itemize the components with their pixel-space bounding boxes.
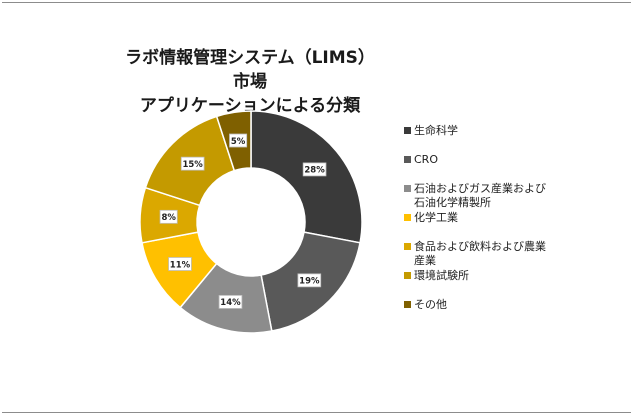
data-label-6: 15% (180, 156, 205, 171)
svg-text:28%: 28% (304, 166, 325, 176)
svg-text:5%: 5% (231, 137, 246, 147)
svg-text:19%: 19% (299, 277, 320, 287)
donut-slice-1 (250, 110, 363, 244)
data-label-1: 28% (302, 162, 327, 177)
svg-text:14%: 14% (220, 298, 241, 308)
data-label-4: 11% (168, 257, 192, 271)
chart-frame (2, 2, 631, 413)
data-label-5: 8% (159, 209, 178, 224)
chart-title: ラボ情報管理システム（LIMS）市場 アプリケーションによる分類 (120, 46, 380, 118)
chart-title-line-1: ラボ情報管理システム（LIMS）市場 (125, 48, 375, 92)
data-label-7: 5% (229, 133, 248, 148)
chart-title-line-2: アプリケーションによる分類 (139, 96, 361, 116)
data-label-3: 14% (218, 295, 243, 309)
svg-text:15%: 15% (182, 160, 203, 170)
svg-text:11%: 11% (170, 260, 191, 270)
data-label-2: 19% (297, 273, 322, 288)
svg-text:8%: 8% (161, 213, 176, 223)
